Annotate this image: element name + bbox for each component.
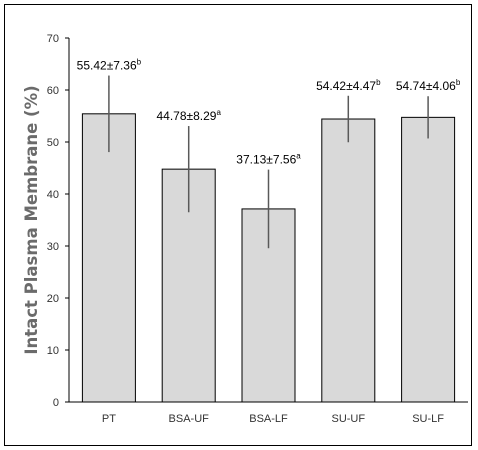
bar [81, 113, 136, 403]
data-label-value: 37.13±7.56 [236, 153, 296, 167]
bars [81, 113, 456, 403]
x-tick-label: SU-LF [412, 413, 444, 425]
data-label: 54.74±4.06b [396, 78, 461, 93]
y-tick-label: 0 [53, 397, 59, 409]
data-label-significance: b [456, 78, 461, 87]
x-tick-label: BSA-LF [249, 413, 288, 425]
data-label-significance: b [376, 78, 381, 87]
y-tick-label: 10 [47, 345, 59, 357]
data-label-value: 54.74±4.06 [396, 79, 456, 93]
y-tick-label: 60 [47, 85, 59, 97]
y-tick-label: 20 [47, 293, 59, 305]
data-labels: 55.42±7.36b44.78±8.29a37.13±7.56a54.42±4… [77, 58, 461, 167]
data-label: 55.42±7.36b [77, 58, 142, 73]
data-label-significance: b [137, 58, 142, 67]
y-axis: 0 10 20 30 40 50 60 70 [47, 33, 70, 409]
data-label-significance: a [216, 108, 221, 117]
data-label: 37.13±7.56a [236, 152, 301, 167]
data-label-value: 44.78±8.29 [156, 109, 216, 123]
bar [401, 116, 456, 403]
x-axis: PT BSA-UF BSA-LF SU-UF SU-LF [69, 401, 468, 425]
bar [321, 118, 376, 403]
bar [161, 168, 216, 403]
x-tick-label: SU-UF [331, 413, 365, 425]
y-axis-title: Intact Plasma Membrane (%) [22, 85, 41, 354]
x-tick-label: BSA-UF [169, 413, 210, 425]
y-tick-label: 70 [47, 33, 59, 45]
data-label: 44.78±8.29a [156, 108, 221, 123]
data-label-significance: a [296, 152, 301, 161]
y-tick-label: 40 [47, 189, 59, 201]
error-bars [108, 75, 429, 249]
x-tick-label: PT [102, 413, 116, 425]
y-tick-label: 50 [47, 137, 59, 149]
data-label-value: 55.42±7.36 [77, 59, 137, 73]
y-tick-label: 30 [47, 241, 59, 253]
data-label-value: 54.42±4.47 [316, 79, 376, 93]
data-label: 54.42±4.47b [316, 78, 381, 93]
